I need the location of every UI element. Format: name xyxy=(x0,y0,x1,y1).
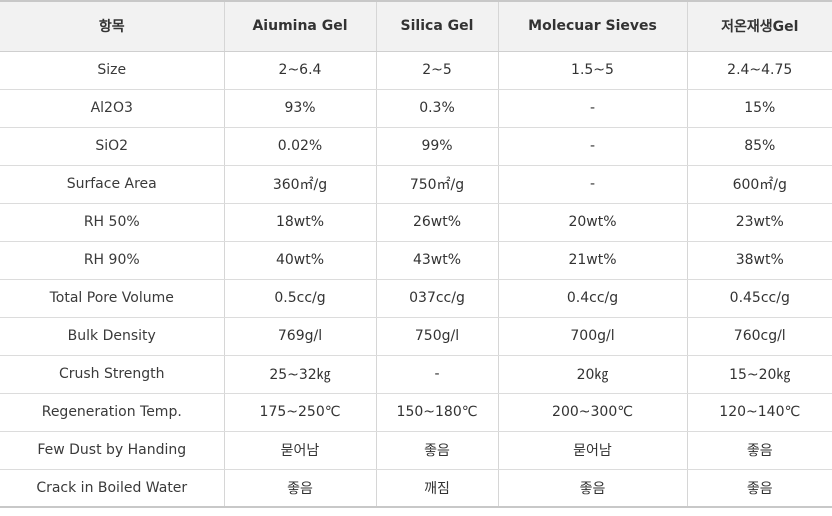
table-cell: - xyxy=(498,165,688,204)
table-cell: 760cg/l xyxy=(687,317,832,356)
row-label: RH 50% xyxy=(0,203,225,242)
table-cell: - xyxy=(498,89,688,128)
table-row: Al2O3 93% 0.3% - 15% xyxy=(0,89,832,128)
table-cell: 좋음 xyxy=(687,431,832,470)
table-cell: 18wt% xyxy=(224,203,377,242)
table-row: Total Pore Volume 0.5cc/g 037cc/g 0.4cc/… xyxy=(0,279,832,318)
table-row: Crack in Boiled Water 좋음 깨짐 좋음 좋음 xyxy=(0,469,832,508)
table-cell: 0.45cc/g xyxy=(687,279,832,318)
table-row: RH 50% 18wt% 26wt% 20wt% 23wt% xyxy=(0,203,832,242)
table-cell: 0.5cc/g xyxy=(224,279,377,318)
row-label: Few Dust by Handing xyxy=(0,431,225,470)
table-cell: 93% xyxy=(224,89,377,128)
table-cell: 좋음 xyxy=(498,469,688,508)
row-label: Total Pore Volume xyxy=(0,279,225,318)
table-cell: 좋음 xyxy=(687,469,832,508)
table-cell: 769g/l xyxy=(224,317,377,356)
table-cell: 20wt% xyxy=(498,203,688,242)
table-cell: - xyxy=(498,127,688,166)
table-row: Bulk Density 769g/l 750g/l 700g/l 760cg/… xyxy=(0,317,832,356)
table-cell: 15% xyxy=(687,89,832,128)
table-cell: 묻어남 xyxy=(498,431,688,470)
table-cell: - xyxy=(376,355,499,394)
table-cell: 2~5 xyxy=(376,51,499,90)
table-cell: 깨짐 xyxy=(376,469,499,508)
header-alumina-gel: Aiumina Gel xyxy=(224,0,377,52)
table-row: RH 90% 40wt% 43wt% 21wt% 38wt% xyxy=(0,241,832,280)
table-cell: 26wt% xyxy=(376,203,499,242)
table-cell: 좋음 xyxy=(224,469,377,508)
row-label: Crush Strength xyxy=(0,355,225,394)
table-cell: 700g/l xyxy=(498,317,688,356)
table-cell: 99% xyxy=(376,127,499,166)
header-low-temp-regen-gel: 저온재생Gel xyxy=(687,0,832,52)
table-row: Few Dust by Handing 묻어남 좋음 묻어남 좋음 xyxy=(0,431,832,470)
table-cell: 0.02% xyxy=(224,127,377,166)
table-row: Crush Strength 25~32㎏ - 20㎏ 15~20㎏ xyxy=(0,355,832,394)
table-row: Surface Area 360㎡/g 750㎡/g - 600㎡/g xyxy=(0,165,832,204)
header-silica-gel: Silica Gel xyxy=(376,0,499,52)
row-label: Regeneration Temp. xyxy=(0,393,225,432)
table-cell: 120~140℃ xyxy=(687,393,832,432)
table-header: 항목 Aiumina Gel Silica Gel Molecuar Sieve… xyxy=(0,0,832,52)
header-item: 항목 xyxy=(0,0,225,52)
table-cell: 묻어남 xyxy=(224,431,377,470)
header-row: 항목 Aiumina Gel Silica Gel Molecuar Sieve… xyxy=(0,0,832,52)
table-cell: 38wt% xyxy=(687,241,832,280)
table-cell: 20㎏ xyxy=(498,355,688,394)
table-cell: 600㎡/g xyxy=(687,165,832,204)
table-cell: 21wt% xyxy=(498,241,688,280)
row-label: Crack in Boiled Water xyxy=(0,469,225,508)
table-cell: 2.4~4.75 xyxy=(687,51,832,90)
table-row: Regeneration Temp. 175~250℃ 150~180℃ 200… xyxy=(0,393,832,432)
row-label: RH 90% xyxy=(0,241,225,280)
row-label: Size xyxy=(0,51,225,90)
row-label: Bulk Density xyxy=(0,317,225,356)
table-cell: 23wt% xyxy=(687,203,832,242)
row-label: SiO2 xyxy=(0,127,225,166)
table-cell: 25~32㎏ xyxy=(224,355,377,394)
table-cell: 175~250℃ xyxy=(224,393,377,432)
table-cell: 200~300℃ xyxy=(498,393,688,432)
table-cell: 750㎡/g xyxy=(376,165,499,204)
table-cell: 15~20㎏ xyxy=(687,355,832,394)
table-cell: 43wt% xyxy=(376,241,499,280)
table-cell: 150~180℃ xyxy=(376,393,499,432)
table-cell: 0.4cc/g xyxy=(498,279,688,318)
table-cell: 2~6.4 xyxy=(224,51,377,90)
table-row: Size 2~6.4 2~5 1.5~5 2.4~4.75 xyxy=(0,51,832,90)
row-label: Surface Area xyxy=(0,165,225,204)
header-molecular-sieves: Molecuar Sieves xyxy=(498,0,688,52)
table-cell: 0.3% xyxy=(376,89,499,128)
table-cell: 좋음 xyxy=(376,431,499,470)
table-cell: 037cc/g xyxy=(376,279,499,318)
table-cell: 40wt% xyxy=(224,241,377,280)
table-row: SiO2 0.02% 99% - 85% xyxy=(0,127,832,166)
table-cell: 1.5~5 xyxy=(498,51,688,90)
table-cell: 360㎡/g xyxy=(224,165,377,204)
table-cell: 750g/l xyxy=(376,317,499,356)
table-body: Size 2~6.4 2~5 1.5~5 2.4~4.75 Al2O3 93% … xyxy=(0,51,832,508)
row-label: Al2O3 xyxy=(0,89,225,128)
table-cell: 85% xyxy=(687,127,832,166)
